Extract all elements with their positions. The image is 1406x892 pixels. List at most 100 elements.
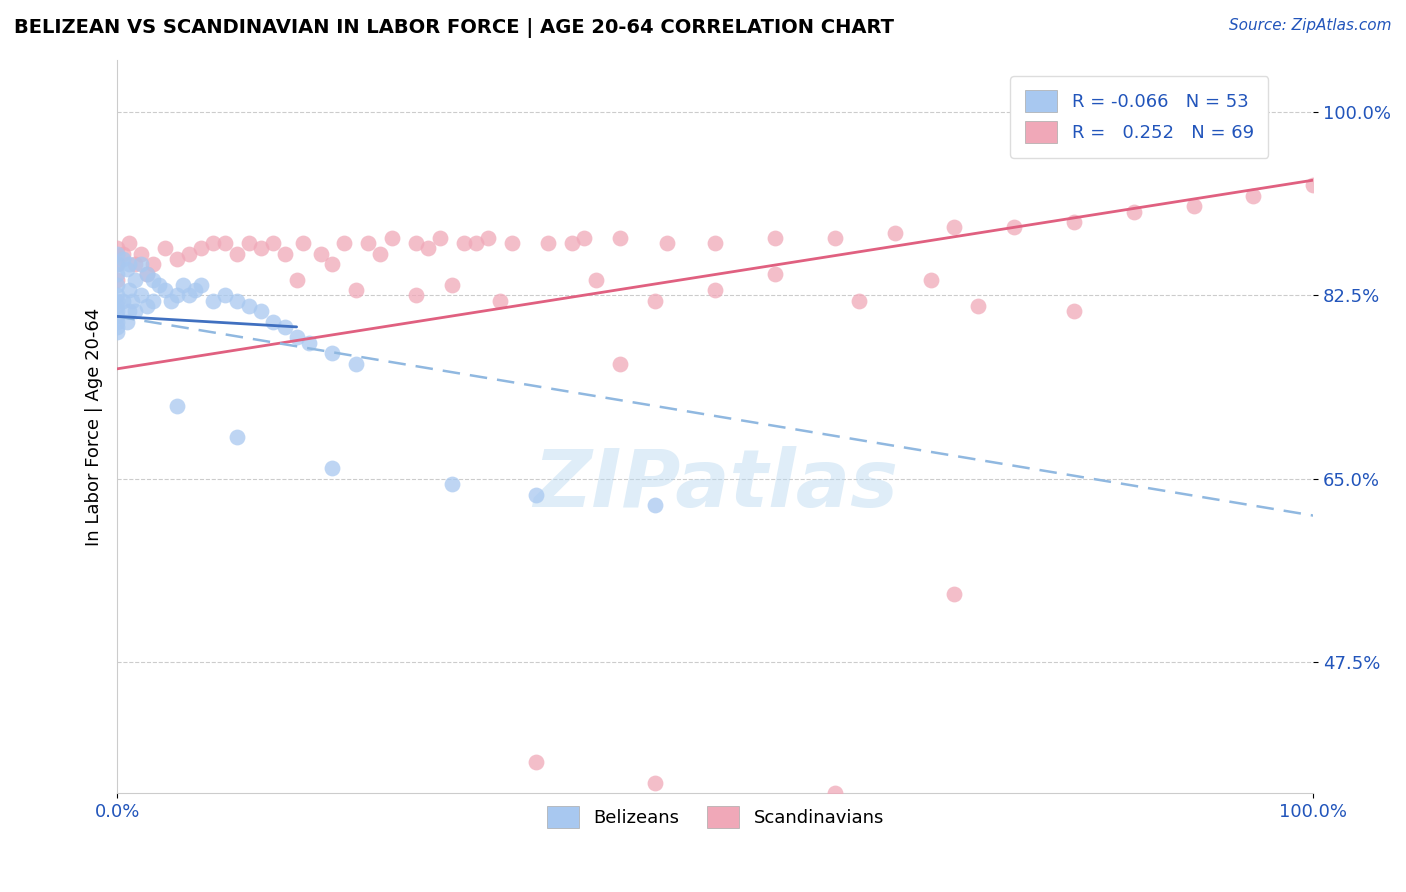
Point <box>609 357 631 371</box>
Point <box>249 304 271 318</box>
Point <box>118 235 141 250</box>
Point <box>1063 215 1085 229</box>
Point <box>418 241 440 255</box>
Point <box>214 235 236 250</box>
Point <box>333 235 356 250</box>
Point <box>262 235 284 250</box>
Point <box>262 315 284 329</box>
Point <box>572 231 595 245</box>
Point <box>1002 220 1025 235</box>
Point <box>177 246 200 260</box>
Point <box>291 235 314 250</box>
Point <box>309 246 332 260</box>
Point <box>225 246 247 260</box>
Point <box>405 288 427 302</box>
Point <box>381 231 404 245</box>
Point <box>763 268 786 282</box>
Point <box>148 277 170 292</box>
Point <box>105 288 128 302</box>
Point <box>429 231 451 245</box>
Point <box>105 241 128 255</box>
Point <box>105 315 128 329</box>
Point <box>763 231 786 245</box>
Point <box>105 293 128 308</box>
Point <box>357 235 380 250</box>
Point <box>166 399 188 413</box>
Point <box>105 257 128 271</box>
Point <box>321 257 343 271</box>
Point <box>136 299 159 313</box>
Point <box>153 283 176 297</box>
Point <box>166 288 188 302</box>
Point <box>943 220 966 235</box>
Point <box>153 241 176 255</box>
Point <box>370 246 392 260</box>
Point <box>118 257 141 271</box>
Point <box>115 262 138 277</box>
Point <box>644 293 666 308</box>
Point <box>105 299 128 313</box>
Point <box>524 755 547 769</box>
Point <box>136 268 159 282</box>
Text: BELIZEAN VS SCANDINAVIAN IN LABOR FORCE | AGE 20-64 CORRELATION CHART: BELIZEAN VS SCANDINAVIAN IN LABOR FORCE … <box>14 18 894 37</box>
Point <box>124 273 146 287</box>
Point <box>142 293 165 308</box>
Point <box>967 299 990 313</box>
Point <box>225 293 247 308</box>
Point <box>105 268 128 282</box>
Point <box>115 315 138 329</box>
Point <box>561 235 583 250</box>
Point <box>238 299 260 313</box>
Point <box>477 231 499 245</box>
Point <box>501 235 523 250</box>
Point <box>321 346 343 360</box>
Point <box>824 231 846 245</box>
Point <box>285 273 308 287</box>
Point <box>704 235 727 250</box>
Point <box>105 304 128 318</box>
Point <box>285 330 308 344</box>
Point <box>142 273 165 287</box>
Point <box>190 241 212 255</box>
Point <box>644 498 666 512</box>
Point <box>405 235 427 250</box>
Point <box>112 252 135 266</box>
Point <box>105 257 128 271</box>
Point <box>129 246 152 260</box>
Point <box>321 461 343 475</box>
Point <box>824 786 846 800</box>
Point <box>136 268 159 282</box>
Point <box>190 277 212 292</box>
Point <box>201 293 224 308</box>
Point <box>524 487 547 501</box>
Point <box>273 319 295 334</box>
Point <box>344 283 367 297</box>
Point <box>704 283 727 297</box>
Point <box>1122 204 1144 219</box>
Text: ZIPatlas: ZIPatlas <box>533 446 898 524</box>
Point <box>1243 189 1265 203</box>
Point <box>105 325 128 339</box>
Point <box>920 273 942 287</box>
Text: Source: ZipAtlas.com: Source: ZipAtlas.com <box>1229 18 1392 33</box>
Point <box>105 246 128 260</box>
Point <box>177 288 200 302</box>
Point <box>1122 136 1144 151</box>
Point <box>441 277 464 292</box>
Point <box>105 310 128 324</box>
Point <box>129 257 152 271</box>
Point <box>172 277 194 292</box>
Point <box>118 283 141 297</box>
Point <box>105 319 128 334</box>
Point <box>273 246 295 260</box>
Point <box>943 587 966 601</box>
Point <box>105 273 128 287</box>
Point <box>609 231 631 245</box>
Point <box>883 226 905 240</box>
Point <box>657 235 679 250</box>
Point <box>344 357 367 371</box>
Point <box>121 293 143 308</box>
Point <box>644 776 666 790</box>
Point <box>105 277 128 292</box>
Point <box>1182 199 1205 213</box>
